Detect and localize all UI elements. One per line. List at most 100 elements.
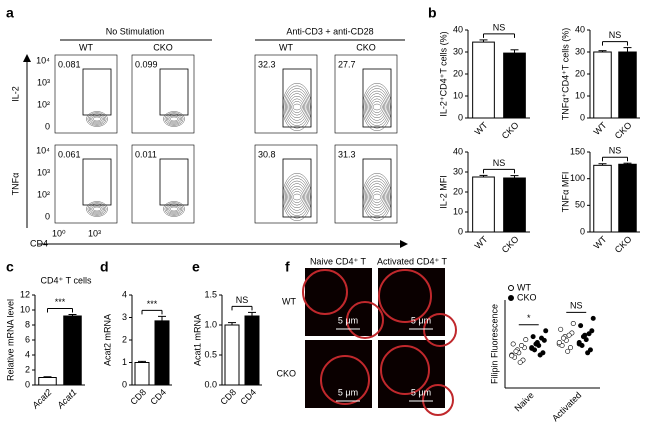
micrographs — [302, 268, 457, 416]
plot-frame — [254, 144, 318, 224]
contour — [282, 172, 312, 221]
gate-percent: 0.011 — [135, 149, 157, 159]
x-tick-label: CD8 — [218, 387, 238, 407]
y-axis-label: Acat2 mRNA — [102, 314, 112, 366]
x-tick-label: WT — [592, 234, 609, 251]
x-tick-label: 10⁰ — [52, 228, 66, 238]
y-tick-label: 0 — [458, 112, 463, 122]
arrow-head — [23, 54, 31, 62]
gate — [82, 158, 112, 206]
bar — [618, 51, 637, 119]
y-tick-label: 10 — [575, 90, 585, 100]
gate-percent: 27.7 — [338, 59, 356, 69]
scale-label: 5 μm — [411, 387, 431, 397]
contour — [167, 114, 181, 124]
y-tick-label: 150 — [570, 146, 585, 156]
gate — [159, 68, 189, 116]
contour — [362, 82, 392, 131]
contour — [368, 185, 386, 208]
bar — [134, 362, 150, 386]
y-tick-label: 1.0 — [204, 319, 217, 329]
contour — [363, 85, 391, 129]
contour — [168, 205, 180, 213]
gate-percent: 30.8 — [258, 149, 276, 159]
bar — [224, 324, 240, 386]
marker-label: IL-2 — [10, 86, 20, 102]
contour — [371, 101, 383, 113]
group-label: No Stimulation — [106, 26, 165, 36]
point — [510, 341, 516, 347]
y-tick-label: 10 — [453, 206, 463, 216]
x-tick-label: CKO — [500, 120, 521, 141]
y-tick-label: 10⁴ — [36, 145, 50, 155]
significance: * — [527, 313, 531, 323]
marker-label: TNFα — [10, 173, 20, 196]
contour — [290, 98, 304, 116]
point — [519, 342, 525, 348]
x-tick-label: 10³ — [88, 228, 101, 238]
contour — [288, 185, 306, 208]
y-tick-label: 10² — [37, 99, 50, 109]
contour — [165, 203, 183, 215]
point — [529, 345, 535, 351]
y-tick-label: 10² — [37, 189, 50, 199]
x-tick-label: CKO — [500, 234, 521, 255]
y-tick-label: 0 — [458, 226, 463, 236]
contour — [88, 113, 106, 125]
contour — [290, 188, 304, 206]
column-label: Naive CD4⁺ T — [310, 256, 367, 266]
gate-percent: 0.099 — [135, 59, 158, 69]
y-axis-label: IL-2⁺CD4⁺T cells (%) — [438, 31, 448, 116]
contour — [164, 202, 184, 216]
contour — [91, 205, 103, 213]
contour — [368, 95, 386, 118]
contour — [292, 193, 302, 201]
contour — [287, 93, 307, 121]
contour — [365, 178, 390, 216]
y-axis-label: Relative mRNA level — [5, 299, 15, 381]
contour — [285, 88, 310, 126]
point — [517, 359, 523, 365]
bar — [593, 51, 612, 119]
scale-label: 5 μm — [411, 315, 431, 325]
y-tick-label: 0 — [45, 121, 50, 131]
point — [583, 337, 589, 343]
point — [580, 334, 586, 340]
contour — [372, 193, 382, 201]
significance: *** — [55, 297, 66, 307]
significance: NS — [236, 295, 249, 305]
panel-label: b — [428, 5, 437, 21]
gate — [282, 158, 312, 218]
contour — [370, 188, 384, 206]
y-tick-label: 2 — [25, 364, 30, 374]
y-tick-label: 10 — [453, 90, 463, 100]
y-tick-label: 0.0 — [204, 379, 217, 389]
column-label: CKO — [356, 42, 376, 52]
column-label: CKO — [153, 42, 173, 52]
y-axis-label: IL-2 MFI — [438, 175, 448, 209]
x-tick-label: CD8 — [128, 387, 148, 407]
point — [576, 341, 582, 347]
panel-label: f — [285, 259, 290, 275]
scale-bars: 5 μm 5 μm 5 μm 5 μm — [336, 315, 433, 402]
contour — [367, 183, 387, 211]
contour — [287, 183, 307, 211]
contour — [288, 95, 306, 118]
point — [560, 335, 566, 341]
legend-marker — [508, 295, 514, 301]
contour — [164, 112, 184, 126]
point — [513, 348, 519, 354]
y-tick-label: 0.5 — [204, 349, 217, 359]
bar — [472, 41, 495, 119]
point — [537, 352, 543, 358]
point — [570, 320, 576, 326]
x-tick-label: WT — [473, 120, 490, 137]
y-tick-label: 50 — [575, 200, 585, 210]
contour — [169, 116, 179, 122]
bar — [472, 176, 495, 233]
x-tick-label: CD4 — [238, 387, 258, 407]
contour — [165, 113, 183, 125]
column-label: WT — [79, 42, 93, 52]
contour — [291, 191, 303, 203]
